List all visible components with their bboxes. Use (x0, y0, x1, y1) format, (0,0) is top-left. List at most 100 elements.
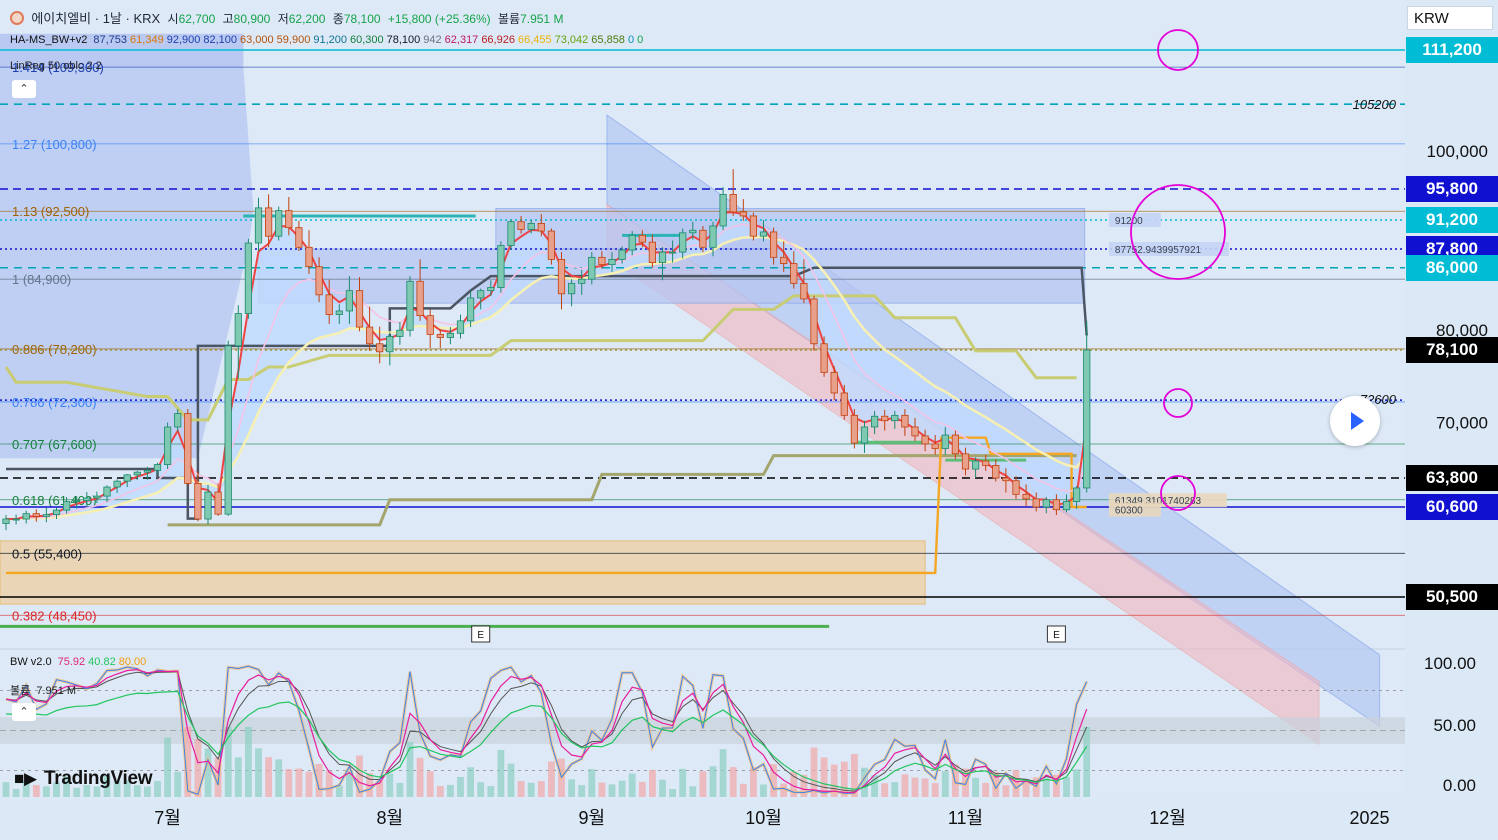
hams-indicator-name[interactable]: HA-MS_BW+v2 (10, 34, 88, 46)
volume-legend-name[interactable]: 볼륨 (10, 685, 31, 697)
tradingview-logo: ■▶ TradingView (14, 768, 153, 790)
candle-body (224, 345, 232, 515)
candle-body (941, 434, 949, 449)
osc-tick: 0.00 (1443, 776, 1476, 795)
chevron-up-icon: ⌃ (19, 83, 29, 95)
volume-bar (113, 780, 121, 797)
time-tick: 10월 (745, 808, 782, 828)
earnings-marker (471, 625, 491, 643)
volume-bar (608, 784, 616, 797)
volume-bar (204, 748, 212, 797)
volume-legend-value: 7.951 M (36, 685, 77, 697)
time-tick: 8월 (377, 808, 404, 828)
candle-body (982, 460, 990, 466)
candle-body (143, 469, 151, 473)
fib-label: 0.886 (78,200) (12, 342, 97, 357)
symbol-title[interactable]: 에이치엘비 · 1날 · KRX (31, 11, 161, 26)
price-tick: 70,000 (1436, 414, 1488, 433)
volume-bar (861, 767, 868, 797)
box-label: 61349.3101740283 (1115, 496, 1202, 507)
volume-bar (972, 777, 979, 797)
volume-bar (840, 761, 848, 797)
candle-body (386, 336, 394, 353)
volume-legend[interactable]: 볼륨 7.951 M (10, 682, 79, 698)
bw-magenta-line (5, 669, 1088, 794)
volume-bar (527, 782, 535, 797)
volume-bar (739, 783, 747, 797)
volume-label: 볼륨 (497, 12, 521, 26)
collapse-legend-button[interactable]: ⌃ (12, 80, 36, 98)
hams-values: 87,753 61,349 92,900 82,100 63,000 59,900 91,2… (93, 34, 646, 46)
bw-values: 75.92 40.82 80.00 (58, 656, 150, 668)
candle-body (527, 223, 535, 230)
volume-bar (123, 780, 131, 797)
volume-bar (43, 786, 50, 797)
candle-body (638, 234, 646, 243)
volume-bar (1073, 769, 1080, 797)
volume-bar (457, 776, 464, 797)
volume-bar (1022, 782, 1030, 797)
candle-body (699, 229, 707, 248)
candle-body (1012, 480, 1020, 495)
volume-bar (396, 782, 404, 797)
volume-bar (144, 786, 151, 797)
candle-body (174, 413, 182, 428)
bw-indicator-legend[interactable]: BW v2.0 75.92 40.82 80.00 (10, 656, 152, 668)
price-badge: 78,100 (1406, 337, 1498, 363)
volume-bar (22, 780, 30, 797)
play-replay-button[interactable] (1330, 396, 1380, 446)
level-note: 105200 (1353, 97, 1397, 112)
candle-body (1052, 499, 1060, 511)
candle-body (497, 245, 505, 288)
candle-body (860, 426, 869, 444)
candle-body (891, 414, 899, 422)
volume-bar (709, 766, 717, 797)
currency-selector[interactable]: KRW (1407, 6, 1493, 30)
highlight-circle (1157, 29, 1199, 71)
candle-body (648, 241, 657, 263)
hams-value: 0 (637, 34, 644, 46)
linreg-name[interactable]: LinReg 50 oblc 2 2 (10, 60, 102, 72)
candle-body (972, 460, 980, 470)
bw-value: 80.00 (118, 656, 147, 668)
volume-bar (1042, 778, 1050, 797)
fib-label: 0.382 (48,450) (12, 608, 97, 623)
volume-bar (164, 737, 171, 797)
hams-value: 0 (627, 34, 635, 46)
candle-body (1002, 477, 1010, 482)
hams-value: 63,000 (240, 34, 274, 46)
tv-logo-icon: ■▶ (14, 769, 37, 788)
linreg-legend[interactable]: LinReg 50 oblc 2 2 (10, 60, 105, 72)
candle-body (335, 310, 343, 315)
time-tick: 2025 (1349, 808, 1389, 828)
fib-label: 0.5 (55,400) (12, 546, 82, 561)
volume-bar (871, 775, 878, 797)
box-label-bg (1108, 213, 1161, 227)
bw-indicator-name[interactable]: BW v2.0 (10, 656, 52, 668)
volume-bar (234, 757, 242, 797)
fib-label: 0.786 (72,300) (12, 395, 97, 410)
candle-body (22, 513, 30, 520)
hams-indicator-legend[interactable]: HA-MS_BW+v2 87,753 61,349 92,900 82,100 63,0… (10, 34, 649, 46)
volume-bar (790, 771, 798, 797)
volume-bar (1083, 727, 1091, 797)
hams-value: 60,300 (349, 34, 384, 46)
candle-body (487, 287, 495, 292)
change-value: +15,800 (+25.36%) (387, 12, 491, 26)
candle-body (820, 343, 828, 373)
volume-bar (982, 782, 990, 797)
price-badge: 60,600 (1406, 494, 1498, 520)
bw-green-line (5, 690, 1088, 790)
earnings-label: E (477, 630, 484, 641)
candle-body (123, 474, 131, 482)
volume-bar (224, 727, 232, 797)
time-axis-bg (0, 800, 1498, 840)
candle-body (618, 249, 626, 260)
box-label-bg (1108, 242, 1229, 256)
candle-body (234, 313, 242, 347)
high-value: 80,900 (233, 12, 271, 26)
candle-body (588, 256, 596, 280)
candle-body (679, 232, 687, 253)
collapse-oscillator-button[interactable]: ⌃ (12, 703, 36, 721)
